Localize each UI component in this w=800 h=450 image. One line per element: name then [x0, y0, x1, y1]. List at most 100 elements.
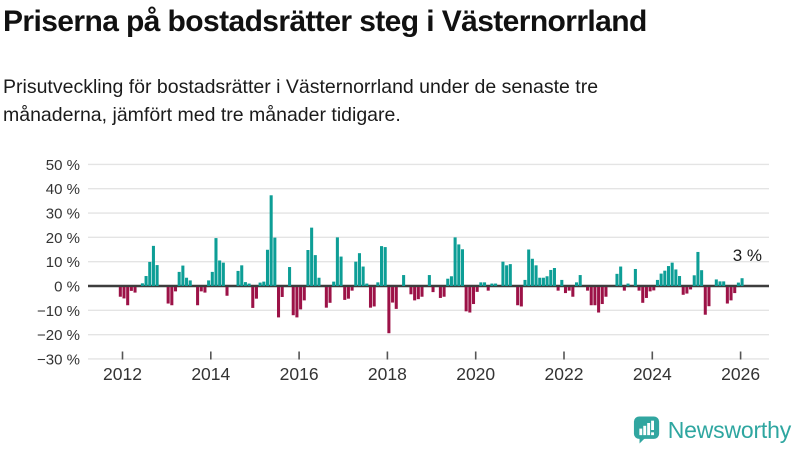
bar-month-114	[538, 277, 542, 286]
bar-month-165	[725, 287, 729, 304]
bar-month-74	[391, 287, 395, 303]
bar-month-4	[133, 287, 137, 293]
bar-month-21	[196, 287, 200, 306]
bar-month-29	[225, 287, 229, 296]
y-axis-tick-label: 30 %	[46, 206, 80, 223]
bar-month-163	[718, 281, 722, 286]
bar-month-27	[218, 260, 222, 286]
bar-month-41	[269, 195, 273, 286]
bar-month-98	[479, 282, 483, 286]
bar-month-135	[615, 273, 619, 286]
x-axis-year-label: 2016	[280, 364, 319, 384]
bar-month-47	[291, 287, 295, 316]
newsworthy-logo-text: Newsworthy	[667, 416, 791, 443]
bar-month-151	[674, 269, 678, 286]
bar-month-10	[155, 265, 159, 286]
y-axis-tick-label: −10 %	[37, 303, 80, 320]
x-axis-year-label: 2012	[103, 364, 142, 384]
bar-month-19	[188, 280, 192, 286]
bar-month-146	[655, 279, 659, 286]
bar-month-57	[328, 287, 332, 303]
bar-month-156	[692, 275, 696, 286]
bar-month-16	[177, 271, 181, 286]
bar-month-73	[387, 287, 391, 334]
bar-month-64	[354, 261, 358, 286]
bar-month-52	[310, 227, 314, 286]
bar-month-84	[427, 275, 431, 286]
y-axis-tick-label: 40 %	[46, 181, 80, 198]
bar-month-15	[173, 287, 178, 292]
bar-month-2	[126, 287, 130, 306]
bar-month-34	[243, 282, 247, 286]
bar-month-70	[376, 282, 380, 286]
bar-month-7	[144, 276, 148, 286]
bar-month-35	[247, 283, 251, 286]
bar-month-157	[696, 251, 700, 286]
x-axis-year-label: 2026	[721, 364, 760, 384]
bar-month-97	[475, 287, 479, 292]
bar-month-90	[449, 276, 453, 286]
bar-month-120	[560, 279, 564, 286]
bar-month-167	[733, 287, 737, 294]
bar-month-39	[262, 281, 266, 286]
bar-month-123	[571, 287, 575, 297]
bar-month-143	[644, 287, 648, 298]
bar-month-77	[402, 275, 406, 286]
bar-month-168	[736, 282, 740, 286]
bar-month-22	[199, 287, 203, 292]
bar-month-94	[464, 287, 468, 312]
bar-month-145	[652, 287, 656, 291]
bar-month-60	[339, 256, 343, 286]
bar-month-119	[556, 287, 560, 291]
bar-month-62	[346, 287, 350, 299]
bar-month-142	[641, 287, 645, 303]
bar-month-105	[505, 265, 509, 286]
bar-month-71	[380, 246, 384, 286]
bar-month-14	[170, 287, 174, 306]
bar-month-44	[280, 287, 284, 297]
bar-month-138	[626, 283, 630, 286]
bar-month-61	[343, 287, 347, 300]
bar-month-108	[516, 287, 520, 306]
bar-month-113	[534, 265, 538, 286]
bar-month-8	[148, 261, 152, 286]
bar-month-96	[471, 287, 476, 305]
bar-month-100	[486, 287, 490, 291]
bar-month-40	[265, 249, 270, 286]
bar-month-69	[372, 287, 376, 307]
bar-month-93	[460, 249, 464, 286]
bar-month-148	[663, 270, 667, 286]
bar-month-122	[567, 287, 571, 291]
x-axis-year-label: 2014	[191, 364, 230, 384]
bar-month-117	[549, 269, 553, 286]
bar-month-149	[666, 266, 671, 286]
bar-month-63	[350, 287, 354, 291]
bar-month-58	[332, 281, 336, 286]
bar-month-162	[714, 279, 718, 286]
bar-month-140	[633, 268, 637, 286]
bar-month-79	[409, 287, 413, 295]
bar-month-109	[519, 287, 523, 307]
bar-month-160	[707, 287, 711, 307]
bar-month-17	[181, 265, 185, 286]
bar-month-150	[670, 262, 674, 286]
newsworthy-logo-icon	[633, 416, 659, 444]
bar-month-68	[368, 287, 373, 308]
bar-month-75	[394, 287, 398, 309]
bar-month-85	[431, 287, 435, 293]
bar-month-56	[324, 287, 328, 308]
bar-month-141	[637, 287, 641, 291]
bar-month-18	[185, 277, 189, 286]
bar-month-110	[523, 279, 527, 286]
bar-month-48	[295, 287, 299, 318]
bar-month-54	[317, 277, 321, 286]
bar-month-101	[490, 283, 494, 286]
x-axis-year-label: 2018	[368, 364, 407, 384]
bar-month-49	[299, 287, 303, 310]
bar-month-32	[236, 270, 240, 286]
bar-month-124	[574, 282, 579, 286]
bar-month-72	[383, 247, 387, 286]
bar-month-127	[586, 287, 590, 291]
